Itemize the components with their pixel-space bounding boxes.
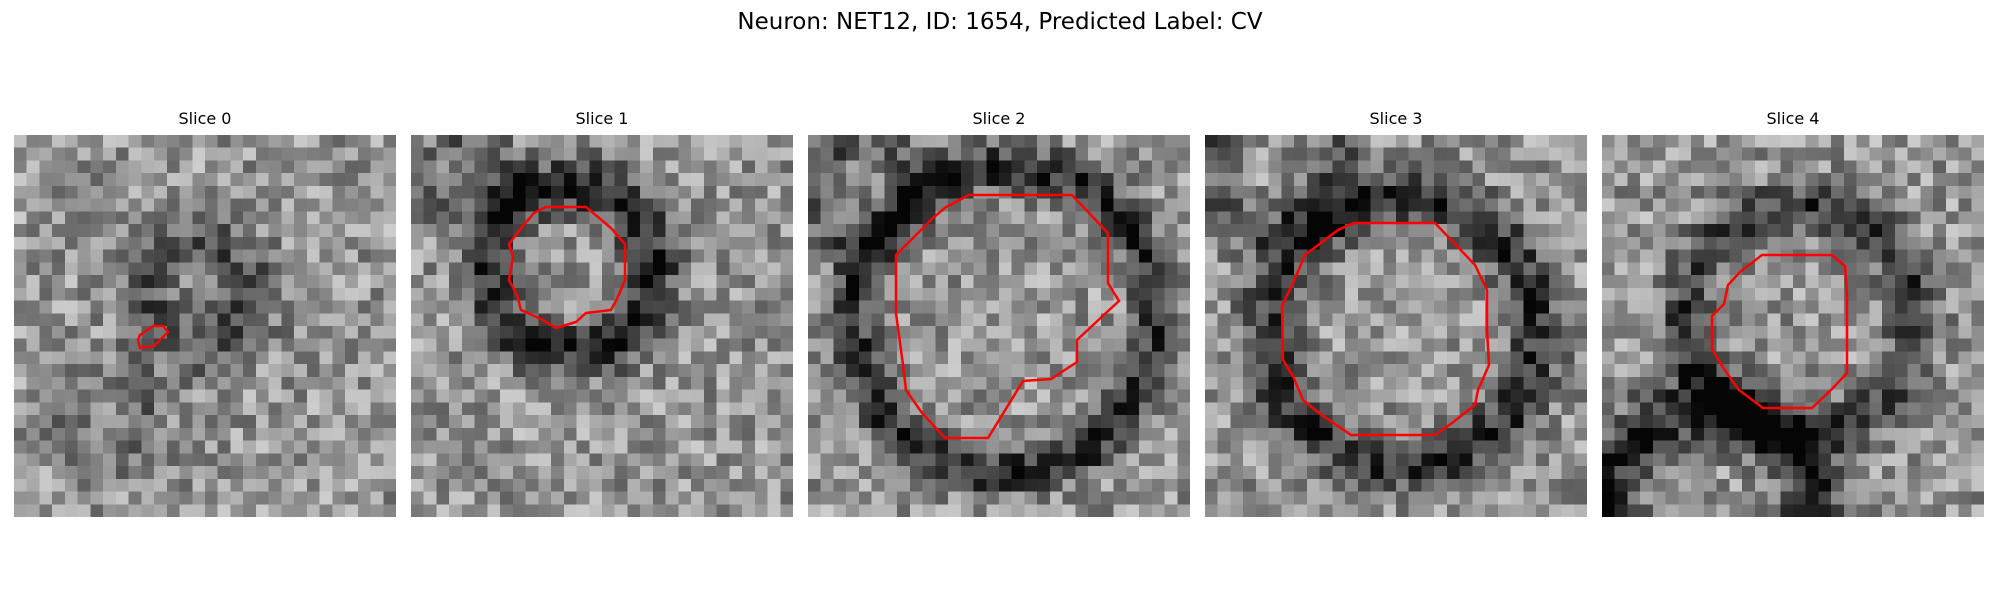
slice-title-4: Slice 4: [1766, 109, 1820, 128]
segmentation-contour-2: [894, 193, 1121, 440]
slice-panel-4: Slice 4: [1602, 108, 1984, 517]
grayscale-patch-3: [1205, 135, 1587, 517]
slice-image-4: [1602, 135, 1984, 517]
slice-title-1: Slice 1: [575, 109, 629, 128]
segmentation-contour-3: [1280, 221, 1491, 437]
slice-image-1: [411, 135, 793, 517]
segmentation-contour-4: [1710, 253, 1849, 410]
grayscale-patch-1: [411, 135, 793, 517]
slice-image-3: [1205, 135, 1587, 517]
slice-title-2: Slice 2: [972, 109, 1026, 128]
segmentation-contour-0: [136, 324, 170, 350]
grayscale-patch-2: [808, 135, 1190, 517]
slice-image-0: [14, 135, 396, 517]
grayscale-patch-0: [14, 135, 396, 517]
slice-image-2: [808, 135, 1190, 517]
figure-title: Neuron: NET12, ID: 1654, Predicted Label…: [737, 9, 1263, 35]
slice-panel-1: Slice 1: [411, 108, 793, 517]
slice-panel-2: Slice 2: [808, 108, 1190, 517]
slice-title-3: Slice 3: [1369, 109, 1423, 128]
slice-title-0: Slice 0: [178, 109, 232, 128]
grayscale-patch-4: [1602, 135, 1984, 517]
segmentation-contour-1: [507, 205, 627, 330]
slice-panel-0: Slice 0: [14, 108, 396, 517]
slice-panel-3: Slice 3: [1205, 108, 1587, 517]
